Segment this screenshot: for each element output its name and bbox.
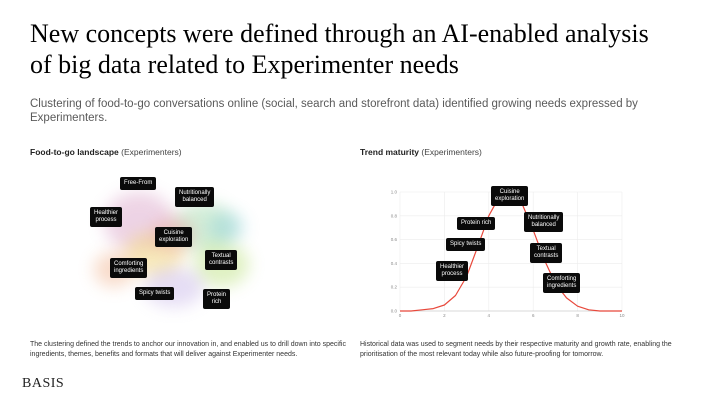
maturity-label-bold: Trend maturity [360,147,420,157]
basis-logo: BASIS [22,376,65,391]
title-line-2: of big data related to Experimenter need… [30,50,459,79]
slide-subtitle: Clustering of food-to-go conversations o… [30,98,638,124]
chart-grid [399,191,623,312]
chart-axes: 0.0 0.2 0.4 0.6 0.8 1.0 0 2 4 6 8 10 [391,190,625,319]
tag-textual-contrasts: Textual contrasts [205,250,238,270]
x-tick-label: 8 [576,313,579,318]
landscape-caption: The clustering defined the trends to anc… [30,341,346,358]
maturity-label: Trend maturity (Experimenters) [360,147,482,157]
tag-free-from: Free-From [120,177,157,190]
tag-protein-rich: Protein rich [203,289,231,309]
slide-title: New concepts were defined through an AI-… [30,18,700,80]
y-tick-label: 0.6 [391,237,398,242]
tag-nutritionally-balanced: Nutritionally balanced [175,187,215,207]
landscape-label-rest: (Experimenters) [118,147,182,157]
y-tick-label: 0.0 [391,309,398,314]
maturity-caption: Historical data was used to segment need… [360,341,672,358]
title-line-1: New concepts were defined through an AI-… [30,19,649,48]
y-tick-label: 0.4 [391,261,398,266]
landscape-label: Food-to-go landscape (Experimenters) [30,147,182,157]
trend-curve [400,192,622,312]
trend-tag-spicy-twists: Spicy twists [446,238,486,251]
x-tick-label: 6 [532,313,535,318]
trend-tag-textual-contrasts: Textual contrasts [530,243,563,263]
y-tick-label: 0.8 [391,213,398,218]
tag-spicy-twists: Spicy twists [135,287,175,300]
x-tick-label: 4 [488,313,491,318]
cluster-blob [209,212,244,242]
x-tick-label: 2 [443,313,446,318]
tag-cuisine-exploration: Cuisine exploration [155,227,193,247]
tag-comforting-ingredients: Comforting ingredients [110,258,148,278]
trend-tag-protein-rich: Protein rich [457,217,496,230]
trend-tag-comforting-ingredients: Comforting ingredients [543,273,581,293]
landscape-label-bold: Food-to-go landscape [30,147,119,157]
trend-tag-healthier-process: Healthier process [436,261,469,281]
y-tick-label: 0.2 [391,285,398,290]
x-tick-label: 10 [619,313,625,318]
y-tick-label: 1.0 [391,190,398,195]
x-tick-label: 0 [399,313,402,318]
chart-series [400,192,622,312]
tag-healthier-process: Healthier process [90,207,123,227]
maturity-label-rest: (Experimenters) [419,147,482,157]
trend-tag-nutritionally-balanced: Nutritionally balanced [524,212,564,232]
trend-tag-cuisine-exploration: Cuisine exploration [491,186,529,206]
